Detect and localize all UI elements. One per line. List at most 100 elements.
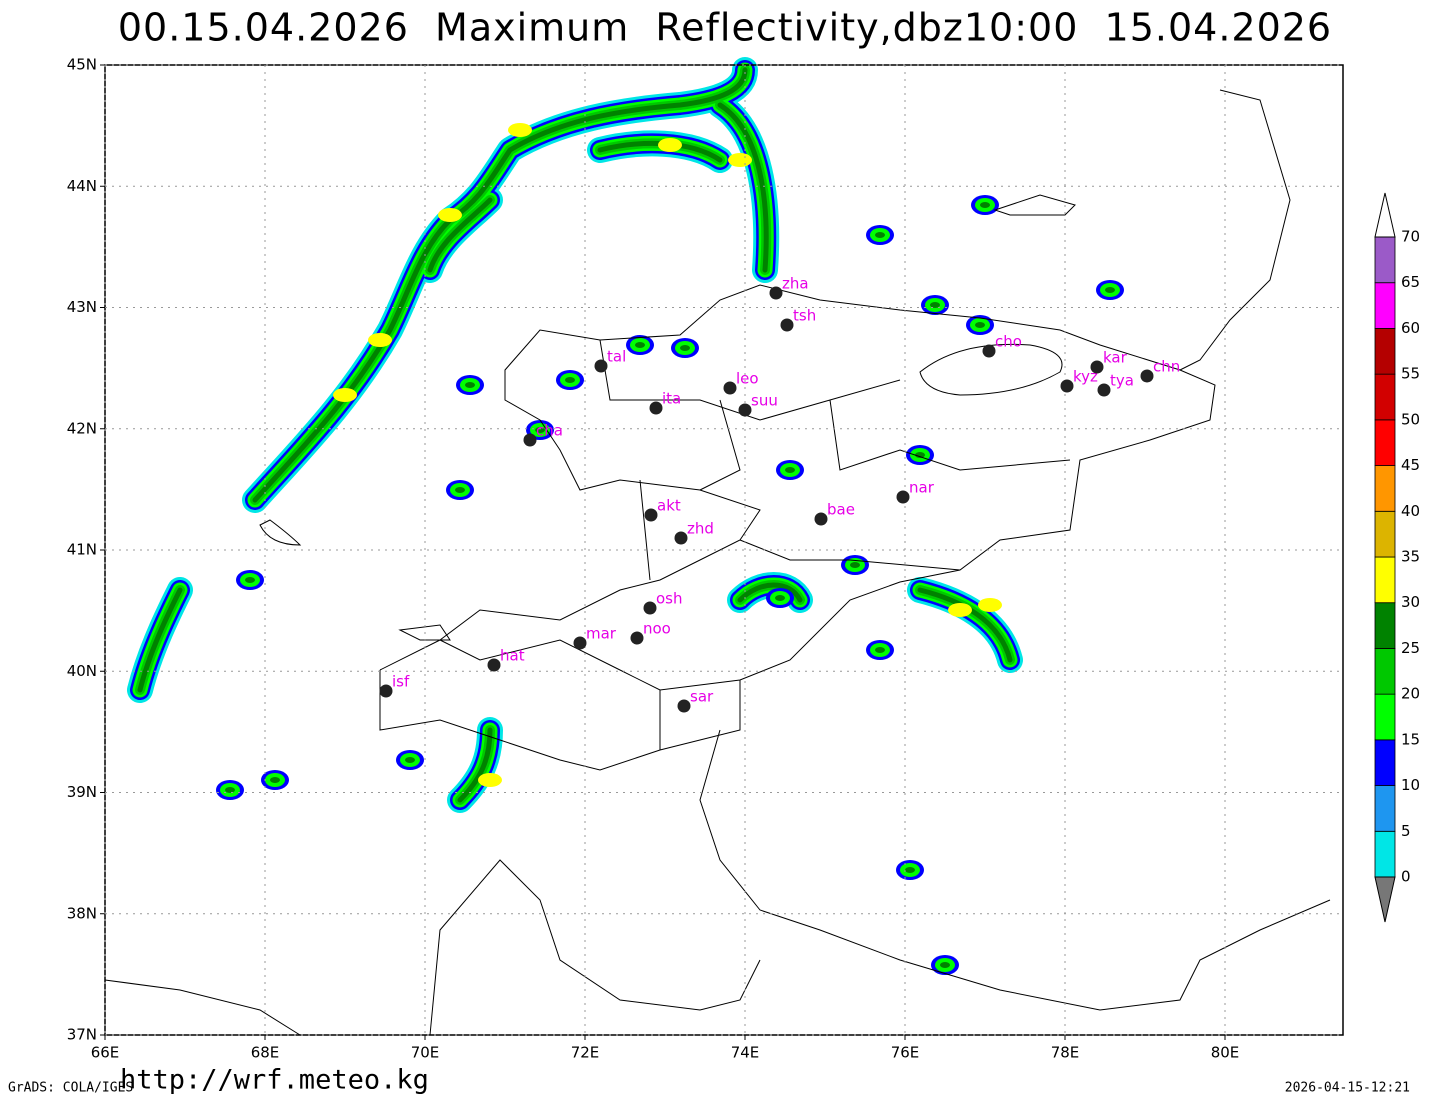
station-label: mar — [586, 625, 617, 643]
station-label: osh — [656, 590, 683, 608]
station-marker — [643, 601, 657, 615]
station-label: kyz — [1073, 368, 1098, 386]
station-label: tal — [607, 348, 626, 366]
station-label: isf — [392, 673, 410, 691]
echo — [775, 595, 785, 601]
colorbar-segment — [1374, 648, 1396, 695]
echo-core — [658, 138, 682, 152]
echo-core — [333, 388, 357, 402]
colorbar-segment — [1374, 282, 1396, 329]
station-marker — [1097, 383, 1111, 397]
colorbar-label: 10 — [1401, 776, 1420, 794]
footer-credit: GrADS: COLA/IGES — [8, 1081, 133, 1096]
lat-tick-label: 43N — [67, 298, 97, 316]
lat-tick-label: 42N — [67, 419, 97, 437]
echo — [137, 587, 183, 693]
station-marker — [814, 512, 828, 526]
lake-outline — [919, 343, 1063, 396]
colorbar-label: 35 — [1401, 548, 1420, 566]
station-label: ita — [662, 390, 681, 408]
station-label: cho — [995, 333, 1022, 351]
station-label: suu — [751, 392, 778, 410]
station-marker — [896, 490, 910, 504]
colorbar-label: 40 — [1401, 502, 1420, 520]
echo — [785, 467, 795, 473]
echo-core — [368, 333, 392, 347]
station-label: chn — [1153, 358, 1180, 376]
lat-tick-label: 44N — [67, 177, 97, 195]
echo — [717, 102, 769, 273]
station-label: tya — [1110, 372, 1134, 390]
station-marker — [738, 403, 752, 417]
colorbar-label: 60 — [1401, 319, 1420, 337]
echo-core — [978, 598, 1002, 612]
colorbar-segment — [1374, 373, 1396, 421]
lat-tick-label: 40N — [67, 662, 97, 680]
lon-tick-label: 66E — [91, 1044, 120, 1062]
station-marker — [487, 658, 501, 672]
station-marker — [594, 359, 608, 373]
colorbar-label: 55 — [1401, 365, 1420, 383]
echo-core — [508, 123, 532, 137]
station-label: leo — [736, 370, 759, 388]
colorbar-above — [1374, 192, 1396, 238]
colorbar-below — [1374, 876, 1396, 923]
station-label: tsh — [793, 307, 816, 325]
echo — [457, 727, 493, 803]
colorbar-label: 15 — [1401, 730, 1420, 748]
colorbar-segment — [1374, 556, 1396, 604]
station-marker — [644, 508, 658, 522]
station-marker — [723, 381, 737, 395]
echo — [975, 322, 985, 328]
echo — [905, 867, 915, 873]
lat-tick-label: 45N — [67, 56, 97, 74]
title: 00.15.04.2026 Maximum Reflectivity,dbz10… — [118, 6, 1332, 50]
station-label: kar — [1103, 349, 1128, 367]
country-border — [439, 284, 1216, 691]
lon-tick-label: 80E — [1211, 1044, 1240, 1062]
colorbar-label: 50 — [1401, 410, 1420, 428]
colorbar-label: 20 — [1401, 685, 1420, 703]
station-marker — [379, 684, 393, 698]
colorbar-label: 0 — [1401, 868, 1411, 886]
station-label: hat — [500, 647, 525, 665]
station-label: bae — [827, 501, 855, 519]
station-marker — [523, 433, 537, 447]
radar-echoes — [127, 57, 1124, 975]
colorbar-label: 30 — [1401, 593, 1420, 611]
echo — [917, 587, 1013, 663]
borders — [104, 89, 1331, 1036]
colorbar-label: 65 — [1401, 273, 1420, 291]
colorbar-segment — [1374, 510, 1396, 558]
echo — [427, 197, 493, 273]
echo — [455, 487, 465, 493]
lat-tick-label: 38N — [67, 904, 97, 922]
echo-core — [948, 603, 972, 617]
echo — [1105, 287, 1115, 293]
station-label: nar — [909, 479, 935, 497]
station-marker — [630, 631, 644, 645]
echo — [940, 962, 950, 968]
station-marker — [780, 318, 794, 332]
echo-core — [728, 153, 752, 167]
echo — [535, 427, 545, 433]
echo — [737, 582, 803, 603]
station-label: sar — [690, 688, 714, 706]
colorbar-label: 25 — [1401, 639, 1420, 657]
station-label: zhd — [687, 520, 714, 538]
station-marker — [677, 699, 691, 713]
lon-tick-label: 78E — [1051, 1044, 1080, 1062]
station-marker — [649, 401, 663, 415]
lon-tick-label: 74E — [731, 1044, 760, 1062]
region-border — [104, 89, 1331, 1036]
echo — [930, 302, 940, 308]
echo — [875, 647, 885, 653]
echo — [252, 67, 748, 503]
echo — [465, 382, 475, 388]
lon-tick-label: 72E — [571, 1044, 600, 1062]
station-label: zha — [782, 275, 809, 293]
echo-core — [478, 773, 502, 787]
lat-tick-label: 37N — [67, 1026, 97, 1044]
